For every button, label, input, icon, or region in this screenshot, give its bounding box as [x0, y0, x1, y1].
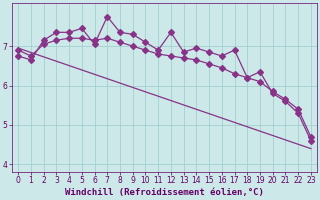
- X-axis label: Windchill (Refroidissement éolien,°C): Windchill (Refroidissement éolien,°C): [65, 188, 264, 197]
